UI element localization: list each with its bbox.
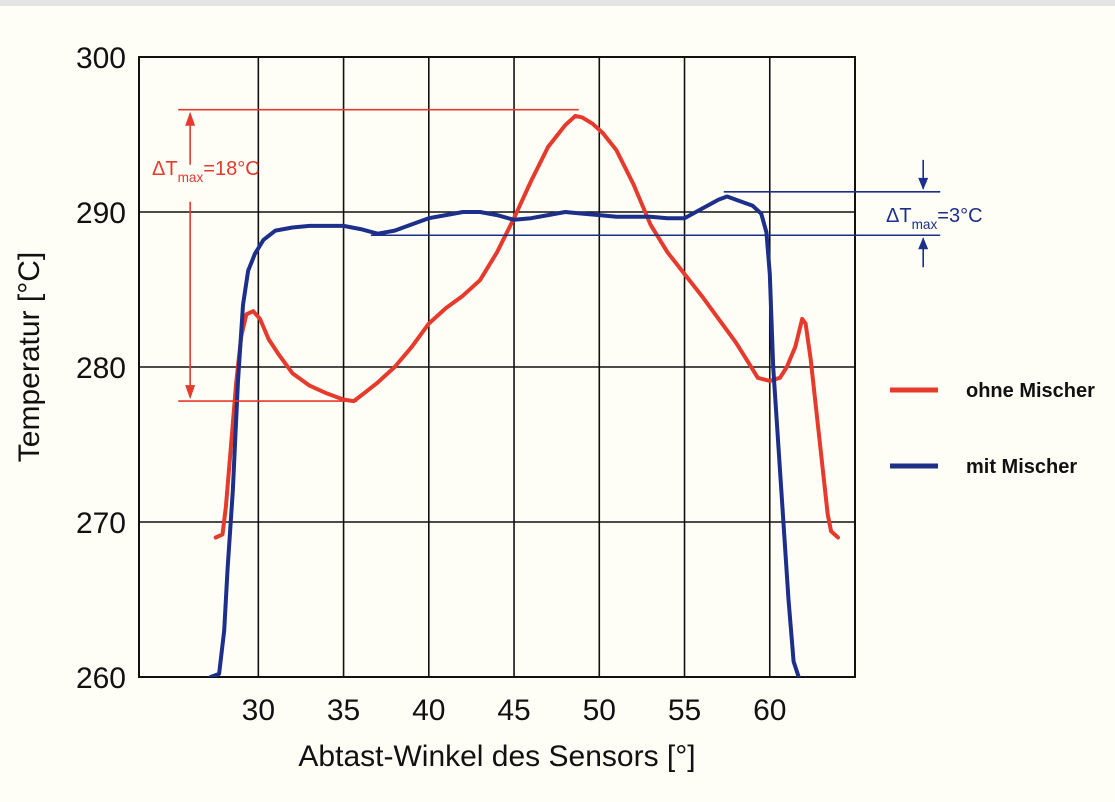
y-tick-label-270: 270: [76, 507, 126, 540]
x-axis-label: Abtast-Winkel des Sensors [°]: [298, 740, 695, 773]
legend-label-ohne-mischer: ohne Mischer: [966, 380, 1095, 402]
x-tick-label-50: 50: [583, 694, 616, 727]
x-tick-label-45: 45: [497, 694, 530, 727]
annotation-delta-ohne-mischer: ΔTmax=18°C: [152, 108, 579, 402]
annotation-label-delta-18: ΔTmax=18°C: [152, 158, 260, 185]
x-tick-label-30: 30: [242, 694, 275, 727]
arrow-down-icon: [918, 177, 929, 190]
legend: ohne Mischer mit Mischer: [890, 380, 1095, 478]
annotation-delta-mit-mischer: ΔTmax=3°C: [370, 159, 983, 268]
x-tick-label-35: 35: [327, 694, 360, 727]
series-line-ohne-mischer: [213, 113, 840, 540]
annotation-label-delta-3: ΔTmax=3°C: [886, 205, 983, 232]
arrow-down-icon: [185, 385, 196, 400]
plot-area-frame: [138, 56, 856, 678]
series-layer: [208, 113, 840, 677]
top-bar: [0, 0, 1115, 6]
arrow-up-icon: [185, 111, 196, 126]
series-line-mit-mischer: [208, 194, 801, 677]
grid-layer: [139, 57, 855, 677]
tick-label-layer: 30 35 40 45 50 55 60 260 270 280 290 300: [76, 42, 787, 727]
x-tick-label-40: 40: [412, 694, 445, 727]
x-tick-label-55: 55: [668, 694, 701, 727]
y-tick-label-260: 260: [76, 662, 126, 695]
x-tick-label-60: 60: [753, 694, 786, 727]
y-tick-label-300: 300: [76, 42, 126, 75]
y-tick-label-290: 290: [76, 197, 126, 230]
y-tick-label-280: 280: [76, 352, 126, 385]
y-axis-label: Temperatur [°C]: [13, 252, 46, 462]
legend-label-mit-mischer: mit Mischer: [966, 456, 1077, 478]
annotation-layer: ΔTmax=18°C ΔTmax=3°C: [152, 108, 983, 402]
arrow-up-icon: [918, 237, 929, 250]
